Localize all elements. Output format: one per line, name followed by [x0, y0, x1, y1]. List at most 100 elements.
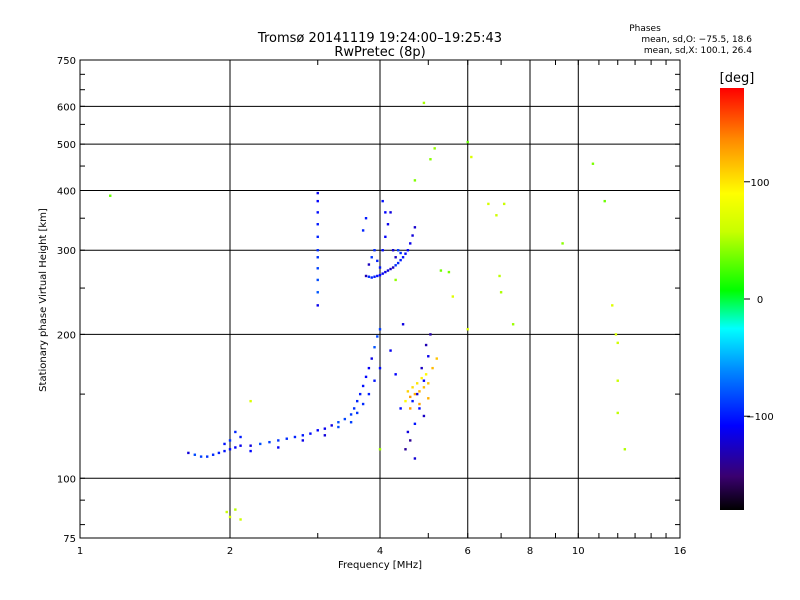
data-point [409, 242, 412, 245]
data-point [337, 425, 340, 429]
y-tick-label: 400 [57, 186, 76, 197]
data-point [205, 455, 209, 458]
data-point [418, 390, 421, 393]
data-point [378, 273, 382, 277]
data-point [301, 439, 305, 442]
data-point [239, 444, 242, 447]
data-point [234, 446, 237, 449]
data-point [406, 390, 410, 393]
data-point [391, 266, 395, 269]
data-point [277, 446, 280, 449]
data-point [422, 386, 426, 389]
data-point [404, 448, 407, 451]
data-point [249, 399, 252, 403]
data-point [431, 366, 434, 370]
data-point [394, 278, 397, 282]
data-point [413, 179, 417, 182]
data-point [394, 373, 397, 376]
data-point [429, 333, 432, 336]
data-point [376, 259, 379, 263]
data-point [323, 434, 327, 437]
colorbar [720, 88, 744, 510]
data-point [413, 226, 417, 229]
data-point [498, 274, 501, 278]
y-tick-label: 750 [57, 56, 76, 67]
data-point [591, 162, 595, 165]
data-point [404, 252, 407, 255]
data-point [367, 366, 371, 370]
data-point [378, 328, 382, 331]
data-point [409, 395, 412, 399]
data-point [316, 267, 319, 270]
y-tick-label: 500 [57, 140, 76, 151]
data-point [349, 421, 353, 424]
x-tick-label: 10 [572, 546, 585, 557]
data-point [277, 439, 280, 442]
chart-subtitle: RwPretec (8p) [334, 45, 425, 60]
data-point [364, 375, 368, 379]
grid-lines [80, 60, 680, 538]
data-point [316, 199, 319, 203]
data-point [381, 249, 384, 252]
data-point [187, 451, 190, 455]
data-point [376, 274, 379, 278]
data-point [418, 402, 421, 406]
data-point [603, 199, 606, 203]
y-tick-label: 300 [57, 246, 76, 257]
data-point [293, 435, 297, 439]
data-point [355, 411, 359, 415]
data-point [352, 407, 356, 410]
data-point [249, 444, 252, 447]
data-points [109, 101, 627, 521]
data-point [228, 515, 232, 519]
data-point [376, 335, 379, 338]
data-point [439, 269, 443, 272]
y-tick-label: 200 [57, 330, 76, 341]
data-point [373, 275, 376, 278]
data-point [316, 278, 319, 282]
data-point [424, 343, 428, 347]
data-point [623, 448, 627, 451]
data-point [389, 349, 392, 352]
data-point [399, 258, 402, 262]
data-point [316, 211, 319, 214]
data-point [401, 256, 405, 259]
data-point [429, 158, 432, 161]
data-point [223, 449, 226, 453]
data-point [367, 392, 371, 396]
data-point [239, 518, 242, 521]
data-point [361, 384, 365, 388]
data-point [358, 392, 362, 396]
x-tick-label: 1 [77, 546, 83, 557]
y-tick-label: 600 [57, 102, 76, 113]
data-point [316, 223, 319, 226]
data-point [364, 217, 368, 220]
data-point [367, 263, 371, 266]
data-point [109, 194, 112, 197]
x-tick-label: 4 [377, 546, 383, 557]
data-point [228, 448, 232, 451]
x-axis-label: Frequency [MHz] [338, 560, 422, 571]
data-point [316, 249, 319, 252]
data-point [316, 256, 319, 259]
data-point [389, 267, 392, 271]
data-point [217, 451, 221, 455]
data-point [316, 191, 319, 195]
data-point [367, 275, 371, 278]
data-point [487, 202, 490, 206]
data-point [466, 140, 469, 144]
data-point [343, 417, 347, 421]
data-point [411, 399, 414, 403]
data-point [355, 399, 359, 403]
data-point [223, 442, 226, 446]
data-point [616, 411, 619, 415]
data-point [424, 373, 428, 376]
data-point [616, 341, 619, 345]
data-point [234, 430, 237, 434]
data-point [447, 270, 451, 274]
data-point [386, 269, 390, 272]
data-point [495, 214, 498, 217]
data-point [511, 323, 515, 326]
data-point [451, 295, 455, 298]
data-point [316, 235, 319, 239]
